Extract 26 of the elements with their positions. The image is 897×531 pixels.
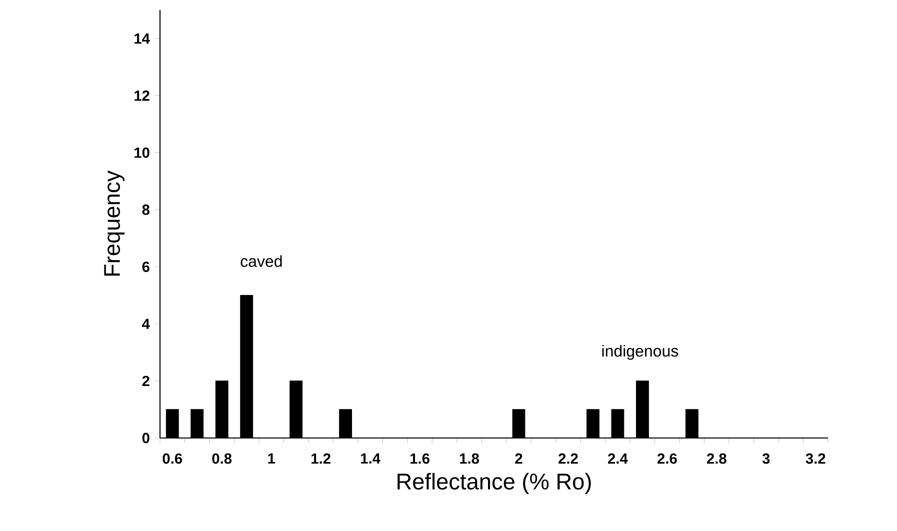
x-tick-label: 0.8 bbox=[212, 453, 232, 464]
x-tick-label: 2.6 bbox=[657, 453, 677, 464]
x-tick-label: 3.2 bbox=[806, 453, 826, 464]
annotation: caved bbox=[240, 255, 282, 267]
annotation: indigenous bbox=[602, 344, 678, 360]
x-tick-label: 2 bbox=[515, 453, 522, 464]
x-tick-label: 1.4 bbox=[361, 453, 380, 464]
x-axis-title: Reflectance (% Ro) bbox=[398, 472, 591, 494]
x-tick-label: 3 bbox=[762, 453, 770, 464]
x-tick-label: 0.6 bbox=[162, 453, 182, 464]
x-tick-label: 2.2 bbox=[558, 453, 578, 464]
x-tick-label: 2.8 bbox=[706, 453, 726, 464]
y-tick-label: 10 bbox=[134, 147, 150, 158]
x-tick-label: 1 bbox=[268, 453, 275, 464]
y-tick-label: 6 bbox=[142, 262, 150, 272]
y-tick-label: 2 bbox=[142, 376, 150, 386]
y-tick-label: 0 bbox=[142, 432, 150, 444]
y-tick-label: 12 bbox=[134, 90, 150, 101]
y-tick-label: 14 bbox=[134, 33, 150, 44]
y-axis-title: Frequency bbox=[104, 170, 124, 276]
x-tick-label: 1.8 bbox=[460, 453, 479, 464]
x-tick-label: 2.4 bbox=[608, 453, 628, 464]
y-tick-label: 8 bbox=[142, 204, 150, 215]
x-tick-label: 1.2 bbox=[312, 453, 330, 464]
x-tick-label: 1.6 bbox=[410, 453, 430, 464]
y-tick-label: 4 bbox=[142, 318, 150, 329]
